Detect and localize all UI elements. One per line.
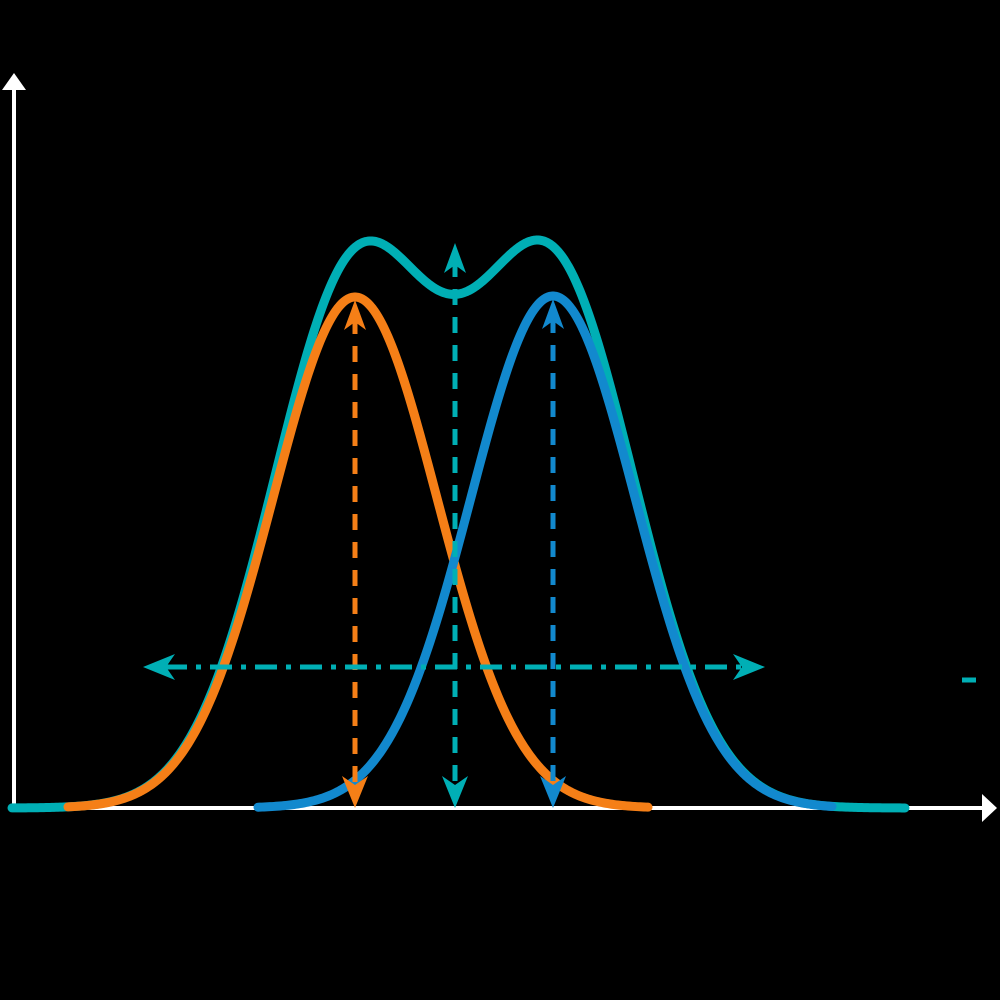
teal-width-arrowhead-left	[143, 654, 175, 680]
x-axis-arrowhead	[982, 794, 997, 822]
orange-amplitude-arrowhead-top	[344, 300, 366, 330]
blue-amplitude-arrowhead-bottom	[540, 776, 566, 808]
teal-amplitude-arrowhead-top	[444, 243, 466, 273]
blue-amplitude-arrowhead-top	[542, 299, 564, 329]
orange-gaussian-curve	[63, 292, 653, 812]
orange-amplitude-arrowhead-bottom	[342, 776, 368, 808]
teal-width-arrow	[143, 654, 765, 680]
teal-amplitude-arrowhead-bottom	[442, 776, 468, 808]
blue-gaussian-curve	[253, 291, 837, 812]
annotations-group	[143, 243, 976, 808]
blue-amplitude-arrow	[540, 299, 566, 808]
y-axis-arrowhead	[2, 73, 26, 90]
curves-group	[7, 235, 910, 813]
teal-width-arrowhead-right	[733, 654, 765, 680]
teal-sum-curve	[7, 235, 910, 813]
orange-amplitude-arrow	[342, 300, 368, 808]
teal-amplitude-arrow	[442, 243, 468, 808]
